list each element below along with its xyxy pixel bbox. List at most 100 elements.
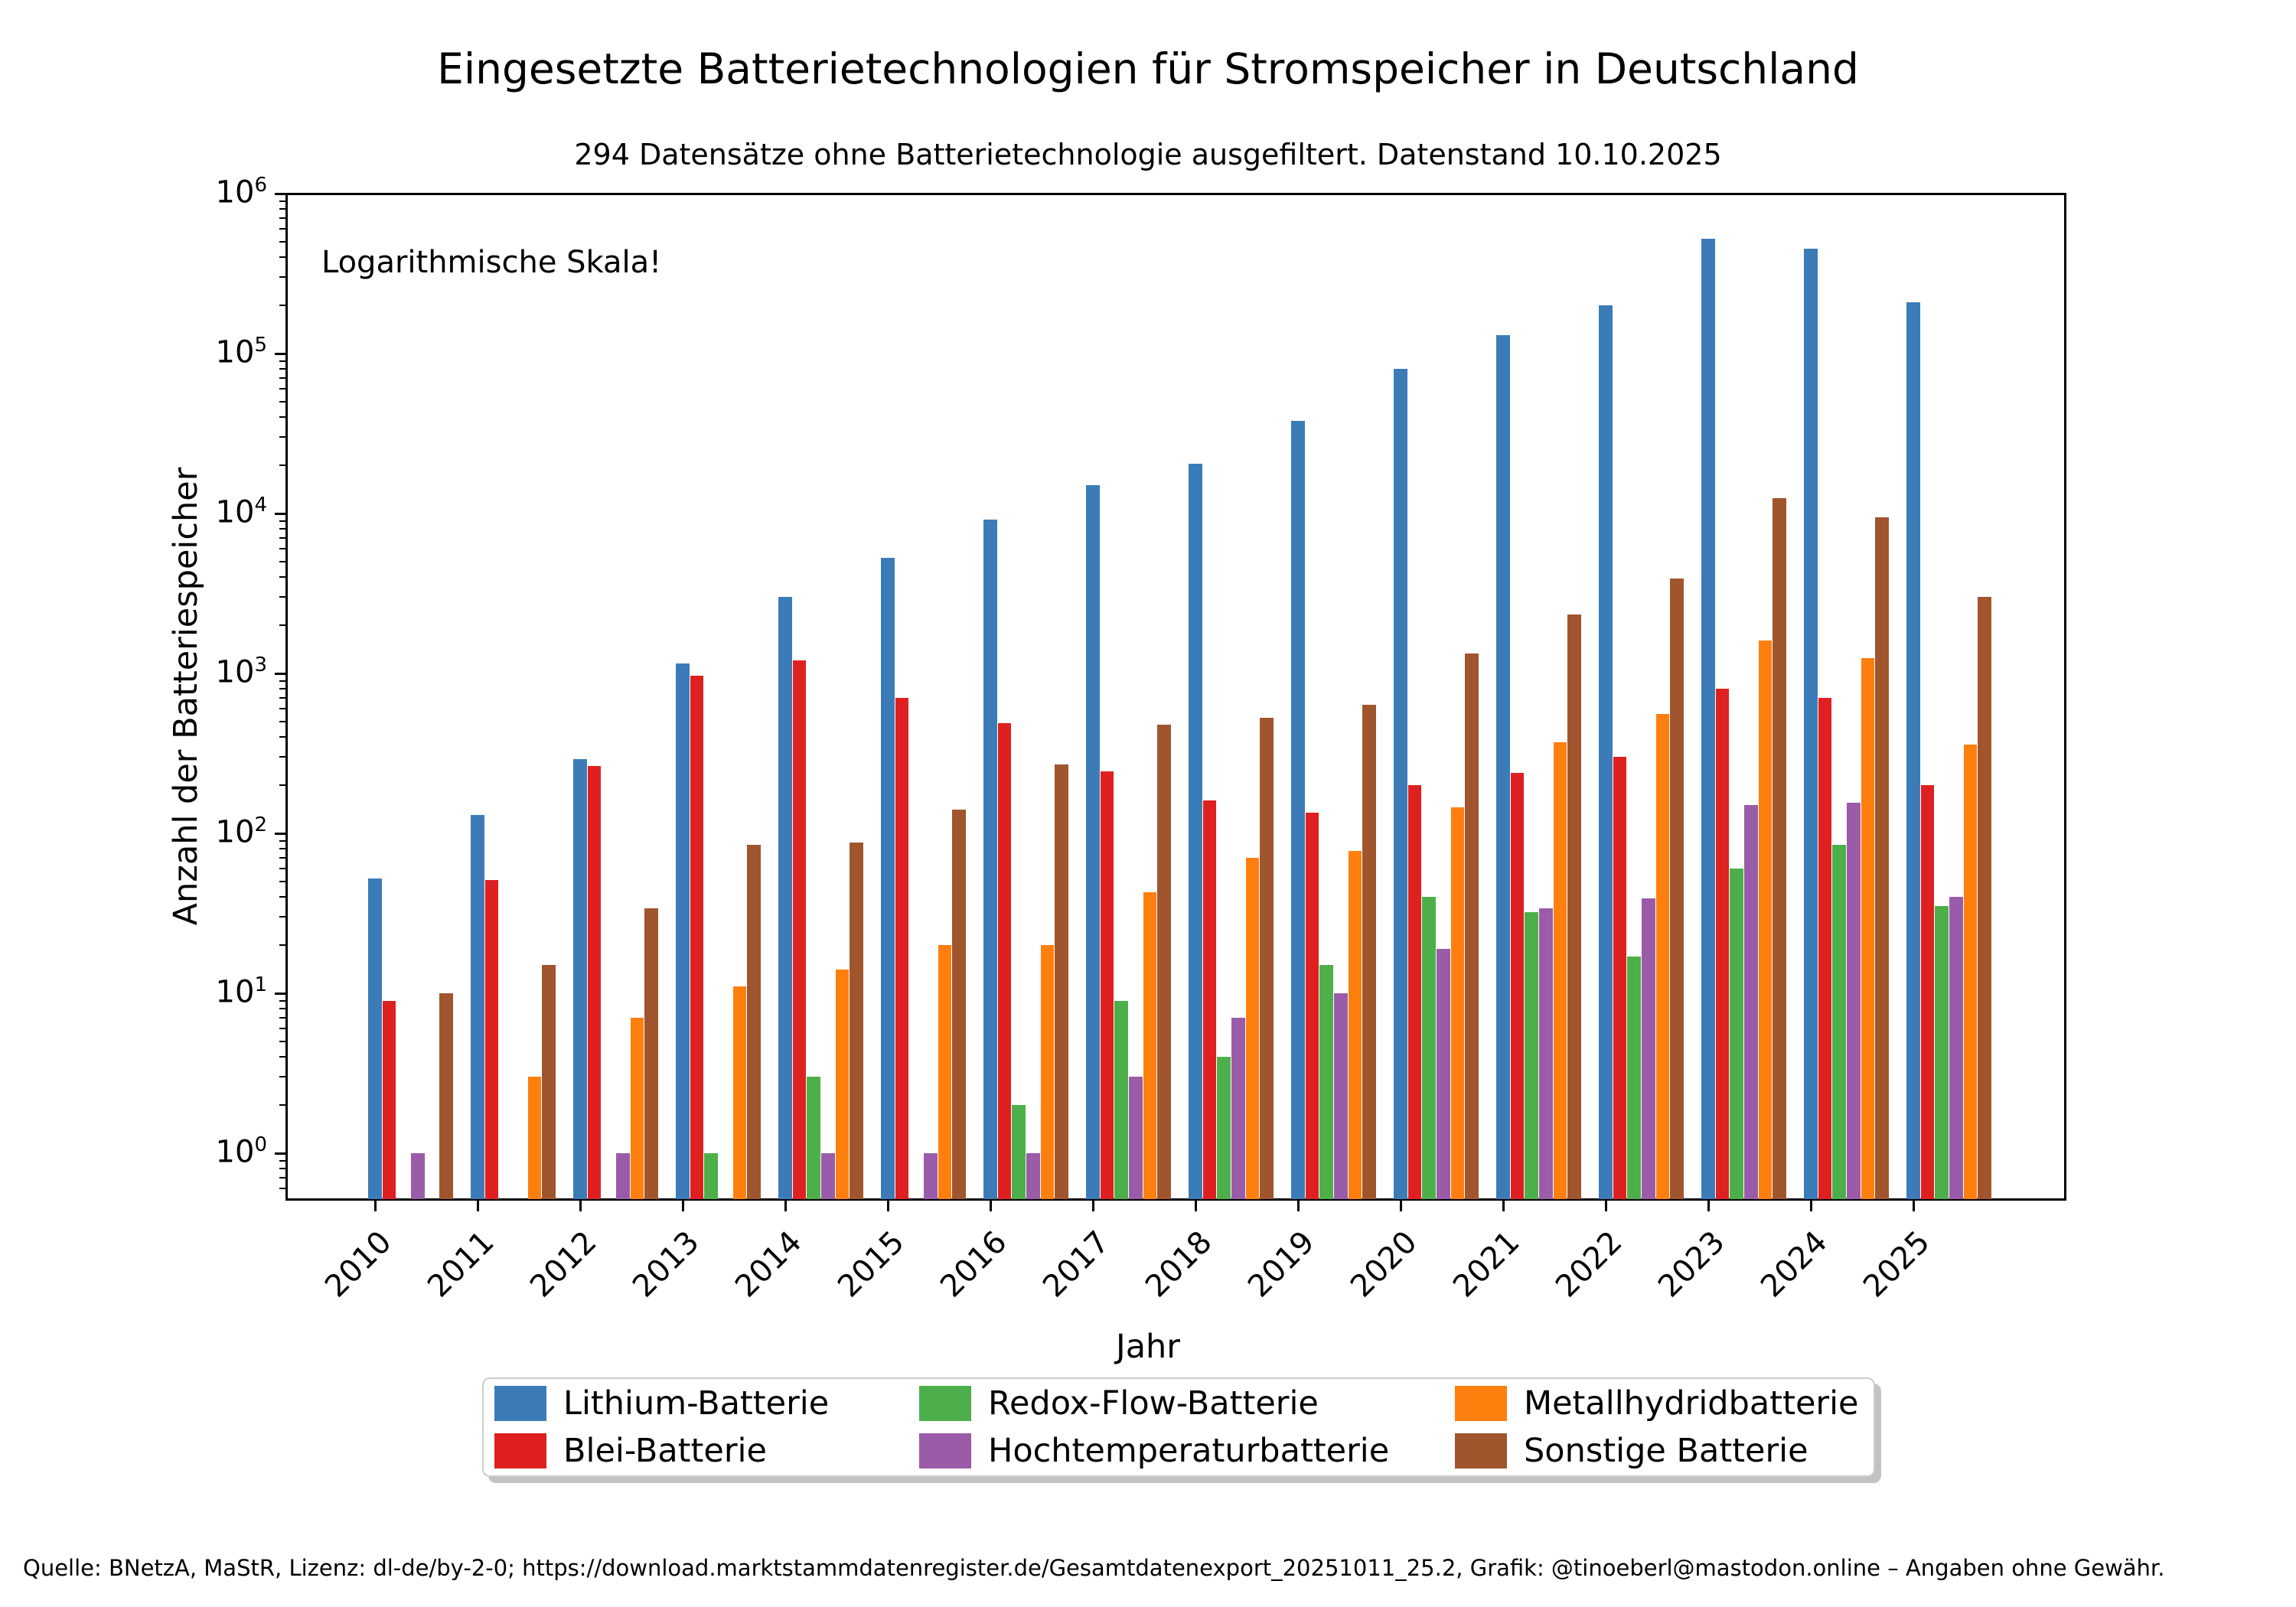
y-axis-minor-tick xyxy=(279,537,285,539)
legend-box: Lithium-Batterie Redox-Flow-Batterie Metal… xyxy=(482,1377,1875,1477)
bar-hochtemperaturbatterie-2019 xyxy=(1334,993,1348,1199)
bar-lithium-batterie-2015 xyxy=(881,557,895,1199)
bar-redox-flow-batterie-2025 xyxy=(1935,906,1949,1199)
bar-lithium-batterie-2017 xyxy=(1086,485,1100,1199)
y-axis-minor-tick xyxy=(279,839,285,842)
y-axis-tick-label: 106 xyxy=(215,174,267,210)
legend-swatch xyxy=(919,1386,971,1421)
x-axis-tick xyxy=(1707,1201,1710,1211)
bar-blei-batterie-2019 xyxy=(1305,812,1319,1199)
x-axis-tick-label: 2023 xyxy=(1652,1224,1732,1305)
bar-hochtemperaturbatterie-2010 xyxy=(411,1153,425,1199)
y-axis-minor-tick xyxy=(279,1076,285,1078)
x-axis-tick xyxy=(1912,1201,1915,1211)
x-axis-tick-label: 2016 xyxy=(934,1224,1014,1305)
bar-lithium-batterie-2016 xyxy=(983,519,997,1199)
y-axis-minor-tick xyxy=(279,208,285,210)
bar-metallhydridbatterie-2022 xyxy=(1655,713,1670,1199)
x-axis-tick-label: 2019 xyxy=(1241,1224,1322,1305)
bar-sonstige-batterie-2013 xyxy=(747,844,761,1199)
bar-metallhydridbatterie-2015 xyxy=(938,945,952,1199)
y-axis-minor-tick xyxy=(279,708,285,710)
y-axis-minor-tick xyxy=(279,576,285,579)
legend-item-redox-flow-batterie: Redox-Flow-Batterie xyxy=(919,1380,1455,1427)
bar-metallhydridbatterie-2019 xyxy=(1348,850,1362,1199)
y-axis-minor-tick xyxy=(279,217,285,220)
legend-label: Metallhydridbatterie xyxy=(1524,1384,1859,1423)
bar-sonstige-batterie-2012 xyxy=(644,908,658,1199)
x-axis-tick-label: 2015 xyxy=(831,1224,912,1305)
bar-sonstige-batterie-2020 xyxy=(1465,654,1479,1199)
y-axis-minor-tick xyxy=(279,416,285,419)
bar-lithium-batterie-2024 xyxy=(1804,249,1818,1199)
bar-sonstige-batterie-2025 xyxy=(1978,597,1991,1199)
bar-blei-batterie-2024 xyxy=(1818,698,1832,1199)
bar-blei-batterie-2014 xyxy=(792,660,807,1199)
bar-metallhydridbatterie-2023 xyxy=(1758,641,1773,1199)
y-axis-minor-tick xyxy=(279,688,285,690)
bar-blei-batterie-2018 xyxy=(1202,800,1217,1199)
legend-label: Redox-Flow-Batterie xyxy=(988,1384,1319,1423)
y-axis-minor-tick xyxy=(279,1168,285,1170)
y-axis-minor-tick xyxy=(279,720,285,722)
x-axis-tick xyxy=(1296,1201,1300,1211)
y-axis-minor-tick xyxy=(279,560,285,562)
y-axis-major-tick xyxy=(275,672,285,675)
y-axis-minor-tick xyxy=(279,1040,285,1042)
bar-lithium-batterie-2020 xyxy=(1394,369,1407,1199)
y-axis-tick-label: 100 xyxy=(215,1133,267,1170)
y-axis-minor-tick xyxy=(279,436,285,438)
bar-redox-flow-batterie-2021 xyxy=(1525,912,1538,1199)
bar-metallhydridbatterie-2024 xyxy=(1861,657,1875,1199)
y-axis-minor-tick xyxy=(279,1008,285,1010)
bar-sonstige-batterie-2011 xyxy=(542,965,556,1199)
y-axis-minor-tick xyxy=(279,868,285,870)
bar-lithium-batterie-2025 xyxy=(1906,302,1920,1199)
bar-lithium-batterie-2022 xyxy=(1599,305,1613,1199)
legend-label: Sonstige Batterie xyxy=(1524,1432,1808,1470)
y-axis-minor-tick xyxy=(279,276,285,279)
bar-metallhydridbatterie-2012 xyxy=(630,1018,644,1199)
x-axis-tick-label: 2020 xyxy=(1344,1224,1424,1305)
bar-blei-batterie-2023 xyxy=(1715,689,1730,1199)
bar-redox-flow-batterie-2023 xyxy=(1730,869,1743,1199)
y-axis-major-tick xyxy=(275,512,285,515)
bar-blei-batterie-2010 xyxy=(382,1000,396,1199)
bar-blei-batterie-2020 xyxy=(1407,785,1422,1199)
bar-blei-batterie-2025 xyxy=(1920,785,1935,1199)
y-axis-minor-tick xyxy=(279,944,285,947)
bar-redox-flow-batterie-2016 xyxy=(1012,1105,1026,1199)
y-axis-tick-label: 102 xyxy=(215,813,267,850)
bar-hochtemperaturbatterie-2012 xyxy=(616,1153,630,1199)
x-axis-tick xyxy=(1194,1201,1197,1211)
y-axis-major-tick xyxy=(275,992,285,995)
bar-metallhydridbatterie-2011 xyxy=(527,1077,542,1199)
legend-item-metallhydridbatterie: Metallhydridbatterie xyxy=(1455,1380,1858,1427)
legend-item-blei-batterie: Blei-Batterie xyxy=(494,1427,919,1475)
x-axis-tick-label: 2024 xyxy=(1754,1224,1835,1305)
y-axis-minor-tick xyxy=(279,1017,285,1019)
bar-sonstige-batterie-2023 xyxy=(1773,497,1786,1199)
legend-item-hochtemperaturbatterie: Hochtemperaturbatterie xyxy=(919,1427,1455,1475)
legend-item-lithium-batterie: Lithium-Batterie xyxy=(494,1380,919,1427)
bar-lithium-batterie-2012 xyxy=(573,759,587,1199)
bar-metallhydridbatterie-2014 xyxy=(835,970,850,1199)
bar-metallhydridbatterie-2021 xyxy=(1553,742,1567,1199)
y-axis-minor-tick xyxy=(279,697,285,699)
x-axis-tick-label: 2014 xyxy=(729,1224,809,1305)
y-axis-minor-tick xyxy=(279,548,285,550)
bar-sonstige-batterie-2019 xyxy=(1362,704,1376,1199)
y-axis-title: Anzahl der Batteriespeicher xyxy=(167,467,205,926)
y-axis-minor-tick xyxy=(279,256,285,259)
legend-swatch xyxy=(919,1433,971,1468)
bar-hochtemperaturbatterie-2016 xyxy=(1026,1153,1040,1199)
y-axis-minor-tick xyxy=(279,528,285,530)
y-axis-minor-tick xyxy=(279,680,285,682)
legend-item-sonstige-batterie: Sonstige Batterie xyxy=(1455,1427,1853,1475)
x-axis-tick xyxy=(579,1201,582,1211)
x-axis-tick xyxy=(373,1201,377,1211)
bar-redox-flow-batterie-2022 xyxy=(1627,956,1641,1199)
y-axis-major-tick xyxy=(275,192,285,195)
y-axis-minor-tick xyxy=(279,736,285,738)
